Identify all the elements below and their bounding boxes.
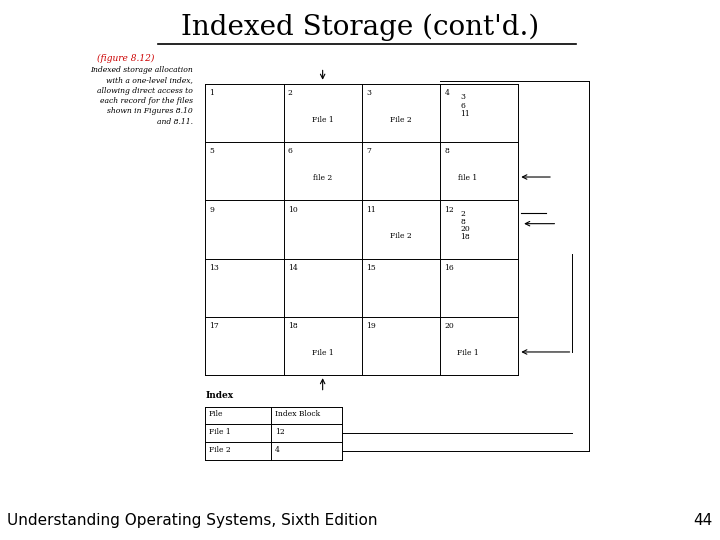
Text: 4: 4: [275, 446, 280, 454]
Text: 8: 8: [460, 218, 465, 226]
Text: 6: 6: [460, 102, 465, 110]
Text: File 2: File 2: [390, 233, 412, 240]
Text: 6: 6: [288, 147, 293, 156]
Text: File 1: File 1: [312, 116, 333, 124]
Text: 2: 2: [288, 89, 293, 97]
Text: File 1: File 1: [209, 428, 230, 436]
Text: Index: Index: [205, 391, 233, 400]
Text: 2: 2: [460, 210, 465, 218]
Text: 5: 5: [210, 147, 215, 156]
Text: 16: 16: [444, 264, 454, 272]
Text: 14: 14: [288, 264, 297, 272]
Text: (figure 8.12): (figure 8.12): [97, 54, 155, 63]
Text: 20: 20: [460, 225, 470, 233]
Text: Indexed storage allocation
with a one-level index,
allowing direct access to
eac: Indexed storage allocation with a one-le…: [90, 66, 193, 126]
Text: File 1: File 1: [456, 349, 478, 357]
Text: Understanding Operating Systems, Sixth Edition: Understanding Operating Systems, Sixth E…: [7, 513, 378, 528]
Text: 17: 17: [210, 322, 220, 330]
Text: 18: 18: [288, 322, 297, 330]
Text: file 2: file 2: [313, 174, 332, 182]
Text: 3: 3: [460, 93, 465, 102]
Text: file 1: file 1: [458, 174, 477, 182]
Text: 20: 20: [444, 322, 454, 330]
Text: 15: 15: [366, 264, 376, 272]
Text: 44: 44: [693, 513, 713, 528]
Text: 1: 1: [210, 89, 215, 97]
Text: 7: 7: [366, 147, 371, 156]
Text: 8: 8: [444, 147, 449, 156]
Text: File 2: File 2: [209, 446, 230, 454]
Text: 3: 3: [366, 89, 371, 97]
Text: File 2: File 2: [390, 116, 412, 124]
Text: 9: 9: [210, 206, 215, 214]
Text: Index Block: Index Block: [275, 410, 320, 418]
Text: File 1: File 1: [312, 349, 333, 357]
Text: 11: 11: [460, 110, 470, 118]
Text: 19: 19: [366, 322, 376, 330]
Text: File: File: [209, 410, 223, 418]
Text: 13: 13: [210, 264, 220, 272]
Text: 12: 12: [275, 428, 285, 436]
Text: 18: 18: [460, 233, 470, 241]
Text: 12: 12: [444, 206, 454, 214]
Text: 11: 11: [366, 206, 376, 214]
Text: Indexed Storage (cont'd.): Indexed Storage (cont'd.): [181, 14, 539, 41]
Text: 10: 10: [288, 206, 297, 214]
Text: 4: 4: [444, 89, 449, 97]
